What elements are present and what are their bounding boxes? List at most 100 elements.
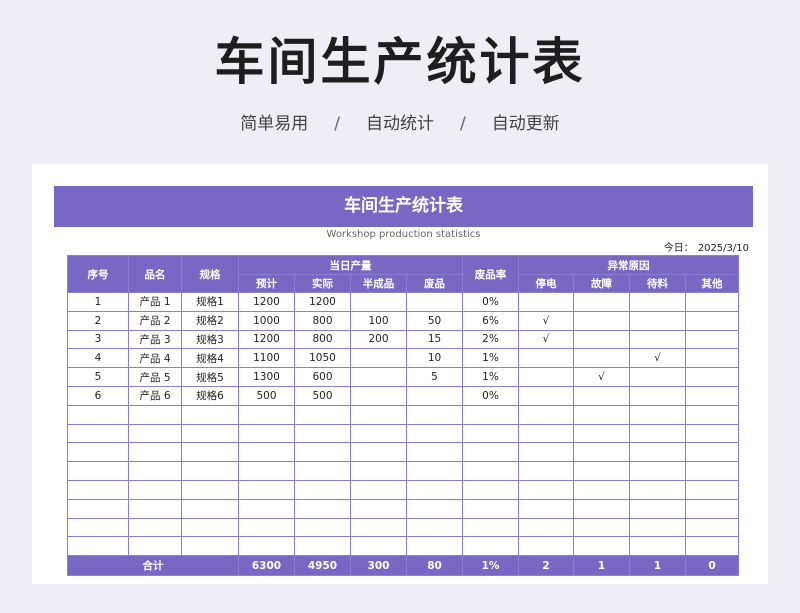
cell-scrap[interactable] — [406, 479, 463, 500]
cell-other[interactable] — [685, 292, 739, 312]
cell-planned[interactable]: 1300 — [238, 367, 295, 387]
cell-waiting[interactable] — [629, 517, 686, 538]
cell-planned[interactable] — [238, 479, 295, 500]
cell-planned[interactable]: 1100 — [238, 348, 295, 369]
cell-scrap[interactable] — [406, 536, 463, 557]
cell-name[interactable]: 产品 2 — [128, 310, 182, 331]
cell-fault[interactable] — [573, 536, 630, 557]
cell-name[interactable] — [128, 442, 182, 463]
cell-semi[interactable] — [350, 292, 407, 312]
cell-spec[interactable] — [181, 479, 239, 500]
cell-waiting[interactable] — [629, 329, 686, 350]
cell-fault[interactable] — [573, 423, 630, 444]
cell-semi[interactable] — [350, 423, 407, 444]
cell-rate[interactable]: 1% — [462, 367, 519, 387]
cell-spec[interactable]: 规格4 — [181, 348, 239, 369]
cell-waiting[interactable] — [629, 367, 686, 387]
cell-rate[interactable]: 6% — [462, 310, 519, 331]
cell-spec[interactable]: 规格5 — [181, 367, 239, 387]
cell-waiting[interactable] — [629, 310, 686, 331]
cell-seq[interactable] — [67, 423, 129, 444]
cell-seq[interactable]: 1 — [67, 292, 129, 312]
cell-waiting[interactable] — [629, 423, 686, 444]
cell-semi[interactable] — [350, 348, 407, 369]
cell-seq[interactable]: 4 — [67, 348, 129, 369]
cell-actual[interactable] — [294, 442, 351, 463]
cell-rate[interactable] — [462, 442, 519, 463]
cell-seq[interactable]: 2 — [67, 310, 129, 331]
cell-actual[interactable] — [294, 498, 351, 519]
cell-actual[interactable]: 1200 — [294, 292, 351, 312]
cell-actual[interactable] — [294, 404, 351, 425]
cell-fault[interactable] — [573, 404, 630, 425]
cell-power-out[interactable] — [518, 367, 574, 387]
cell-rate[interactable] — [462, 479, 519, 500]
cell-name[interactable] — [128, 404, 182, 425]
cell-rate[interactable]: 2% — [462, 329, 519, 350]
cell-waiting[interactable]: √ — [629, 348, 686, 369]
cell-actual[interactable]: 800 — [294, 310, 351, 331]
cell-fault[interactable] — [573, 292, 630, 312]
cell-semi[interactable] — [350, 536, 407, 557]
cell-scrap[interactable] — [406, 404, 463, 425]
cell-seq[interactable] — [67, 479, 129, 500]
cell-semi[interactable]: 200 — [350, 329, 407, 350]
cell-name[interactable] — [128, 461, 182, 481]
cell-name[interactable] — [128, 423, 182, 444]
cell-spec[interactable] — [181, 404, 239, 425]
cell-waiting[interactable] — [629, 385, 686, 406]
cell-waiting[interactable] — [629, 442, 686, 463]
cell-rate[interactable] — [462, 404, 519, 425]
cell-power-out[interactable]: √ — [518, 329, 574, 350]
cell-fault[interactable] — [573, 479, 630, 500]
cell-semi[interactable] — [350, 517, 407, 538]
cell-fault[interactable] — [573, 442, 630, 463]
cell-power-out[interactable] — [518, 292, 574, 312]
cell-seq[interactable] — [67, 517, 129, 538]
cell-scrap[interactable] — [406, 461, 463, 481]
cell-planned[interactable] — [238, 517, 295, 538]
cell-seq[interactable] — [67, 461, 129, 481]
cell-scrap[interactable] — [406, 292, 463, 312]
cell-power-out[interactable] — [518, 536, 574, 557]
cell-scrap[interactable]: 15 — [406, 329, 463, 350]
cell-scrap[interactable] — [406, 498, 463, 519]
cell-planned[interactable] — [238, 423, 295, 444]
cell-fault[interactable] — [573, 385, 630, 406]
cell-semi[interactable] — [350, 498, 407, 519]
cell-actual[interactable] — [294, 461, 351, 481]
cell-power-out[interactable] — [518, 404, 574, 425]
cell-spec[interactable] — [181, 423, 239, 444]
cell-name[interactable]: 产品 4 — [128, 348, 182, 369]
cell-rate[interactable] — [462, 423, 519, 444]
cell-scrap[interactable]: 10 — [406, 348, 463, 369]
cell-power-out[interactable] — [518, 385, 574, 406]
cell-rate[interactable] — [462, 461, 519, 481]
cell-semi[interactable] — [350, 461, 407, 481]
cell-waiting[interactable] — [629, 461, 686, 481]
cell-actual[interactable]: 600 — [294, 367, 351, 387]
cell-name[interactable]: 产品 3 — [128, 329, 182, 350]
cell-spec[interactable]: 规格2 — [181, 310, 239, 331]
cell-planned[interactable]: 500 — [238, 385, 295, 406]
cell-scrap[interactable]: 50 — [406, 310, 463, 331]
cell-seq[interactable]: 6 — [67, 385, 129, 406]
cell-other[interactable] — [685, 536, 739, 557]
cell-actual[interactable] — [294, 479, 351, 500]
cell-semi[interactable] — [350, 479, 407, 500]
cell-other[interactable] — [685, 461, 739, 481]
cell-rate[interactable] — [462, 517, 519, 538]
cell-actual[interactable] — [294, 517, 351, 538]
cell-power-out[interactable] — [518, 348, 574, 369]
cell-semi[interactable] — [350, 404, 407, 425]
cell-planned[interactable] — [238, 442, 295, 463]
cell-planned[interactable]: 1200 — [238, 292, 295, 312]
cell-power-out[interactable] — [518, 498, 574, 519]
cell-fault[interactable] — [573, 461, 630, 481]
cell-planned[interactable]: 1000 — [238, 310, 295, 331]
cell-fault[interactable] — [573, 310, 630, 331]
cell-rate[interactable] — [462, 536, 519, 557]
cell-fault[interactable]: √ — [573, 367, 630, 387]
cell-fault[interactable] — [573, 348, 630, 369]
cell-semi[interactable] — [350, 442, 407, 463]
